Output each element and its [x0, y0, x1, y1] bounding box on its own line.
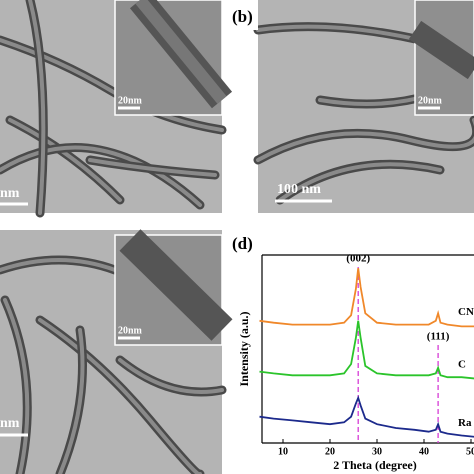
scale-bar-label: nm	[0, 186, 20, 201]
x-tick-label: 30	[372, 446, 382, 457]
tem-image-b: 20nm 100 nm	[253, 0, 474, 213]
xrd-plot: (002) (111) CN C Ra 10 20 30 40 50 2 Theta (degree…	[237, 253, 474, 472]
panel-label: (d)	[232, 234, 253, 253]
tem-image-c: 20nm nm	[0, 229, 233, 474]
peak-label: (111)	[427, 331, 450, 343]
series-line	[259, 320, 474, 380]
inset-scale: 20nm	[418, 95, 443, 106]
panel-label: (b)	[232, 7, 253, 26]
x-tick-label: 50	[466, 446, 474, 457]
scale-bar-label: nm	[0, 416, 20, 431]
x-axis-label: 2 Theta (degree)	[333, 458, 417, 472]
series-line	[259, 395, 474, 438]
series-label: Ra	[458, 417, 472, 429]
scale-bar-label: 100 nm	[277, 182, 321, 197]
inset-scale: 20nm	[118, 325, 143, 336]
series-label: CN	[458, 306, 474, 318]
series-label: C	[458, 359, 466, 371]
x-tick-label: 10	[278, 446, 288, 457]
y-axis-label: Intensity (a.u.)	[237, 311, 251, 386]
series-line	[259, 268, 474, 328]
inset-scale: 20nm	[118, 95, 143, 106]
x-tick-label: 40	[419, 446, 429, 457]
peak-label: (002)	[346, 253, 370, 265]
x-tick-label: 20	[325, 446, 335, 457]
tem-image-a: 20nm nm	[0, 0, 233, 218]
